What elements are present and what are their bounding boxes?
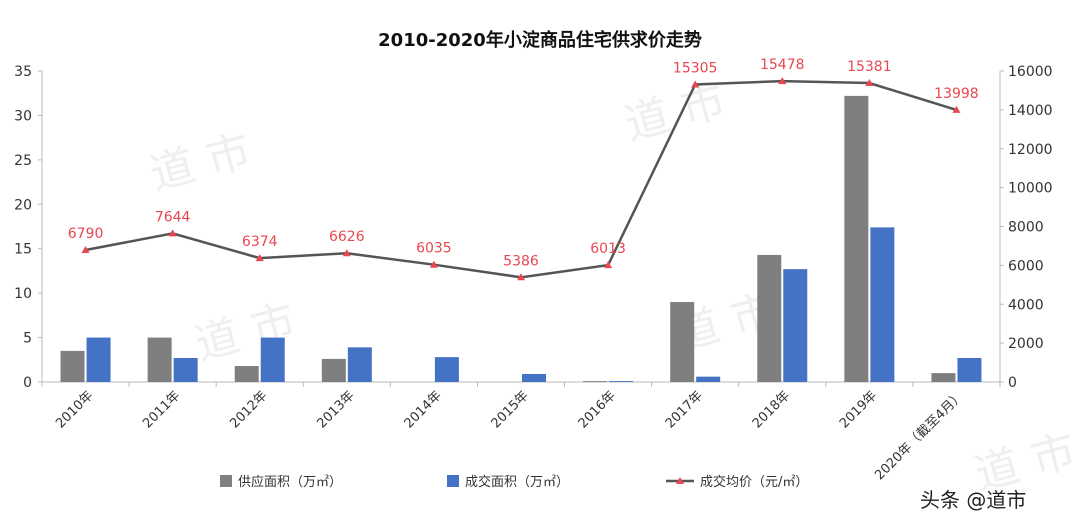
right-tick-label: 12000: [1008, 142, 1053, 158]
right-tick-label: 14000: [1008, 103, 1053, 119]
price-marker: [691, 80, 700, 88]
supply-bar: [931, 373, 956, 382]
right-tick-label: 2000: [1008, 336, 1044, 352]
left-tick-label: 0: [23, 375, 32, 391]
left-tick-label: 35: [14, 64, 32, 80]
transaction-bar: [957, 358, 982, 382]
watermark: 道 市: [145, 125, 257, 201]
legend-swatch: [220, 475, 232, 487]
legend-marker: [676, 477, 684, 484]
x-tick-label: 2013年: [314, 388, 357, 431]
price-marker: [517, 273, 525, 281]
supply-bar: [147, 337, 172, 382]
transaction-bar: [173, 358, 198, 382]
legend-swatch: [447, 475, 459, 487]
price-data-label: 6035: [416, 241, 452, 257]
right-tick-label: 4000: [1008, 297, 1044, 313]
supply-bar: [60, 350, 85, 382]
price-marker: [778, 77, 787, 85]
transaction-bar: [609, 381, 634, 382]
left-tick-label: 15: [14, 242, 32, 258]
credit-text: 头条 @道市: [920, 488, 1026, 512]
price-data-label: 5386: [503, 253, 539, 269]
price-marker: [429, 260, 438, 268]
right-tick-label: 16000: [1008, 64, 1053, 80]
legend-label: 供应面积（万㎡）: [238, 474, 342, 490]
supply-bar: [844, 95, 869, 382]
x-tick-label: 2016年: [576, 388, 619, 431]
transaction-bar: [86, 337, 111, 382]
transaction-bar: [434, 357, 459, 382]
transaction-bar: [522, 374, 546, 382]
supply-bar: [583, 381, 608, 382]
right-tick-label: 6000: [1008, 258, 1044, 274]
price-marker: [255, 254, 264, 262]
x-tick-label: 2019年: [837, 388, 880, 431]
price-data-label: 13998: [934, 86, 979, 102]
right-tick-label: 0: [1008, 375, 1017, 391]
price-data-label: 15381: [847, 59, 892, 75]
price-marker: [168, 229, 177, 237]
transaction-bar: [347, 347, 372, 382]
transaction-bar: [260, 337, 285, 382]
x-tick-label: 2011年: [140, 388, 183, 431]
price-data-label: 15478: [760, 57, 805, 73]
x-tick-label: 2017年: [663, 388, 706, 431]
price-data-label: 6790: [68, 226, 104, 242]
chart-title: 2010-2020年小淀商品住宅供求价走势: [378, 29, 702, 51]
price-data-label: 6626: [329, 229, 365, 245]
right-tick-label: 8000: [1008, 220, 1044, 236]
price-marker: [952, 105, 961, 113]
x-tick-label: 2010年: [53, 388, 96, 431]
price-marker: [342, 249, 351, 257]
left-tick-label: 5: [23, 331, 32, 347]
legend-label: 成交面积（万㎡）: [465, 474, 569, 490]
transaction-bar: [696, 376, 721, 382]
supply-bar: [670, 302, 695, 382]
price-data-label: 6374: [242, 234, 278, 250]
left-tick-label: 20: [14, 197, 32, 213]
watermark: 道 市: [620, 75, 732, 151]
x-tick-label: 2018年: [750, 388, 793, 431]
left-tick-label: 10: [14, 286, 32, 302]
supply-bar: [234, 366, 259, 382]
supply-bar: [321, 358, 346, 382]
x-tick-label: 2014年: [402, 388, 445, 431]
left-tick-label: 25: [14, 153, 32, 169]
x-tick-label: 2015年: [489, 388, 532, 431]
price-marker: [865, 79, 874, 87]
price-marker: [81, 246, 90, 254]
supply-bar: [757, 254, 782, 382]
x-tick-label: 2020年（截至4月）: [872, 388, 967, 483]
price-data-label: 15305: [673, 61, 718, 77]
right-tick-label: 10000: [1008, 181, 1053, 197]
x-tick-label: 2012年: [227, 388, 270, 431]
left-tick-label: 30: [14, 108, 32, 124]
legend-label: 成交均价（元/㎡）: [700, 474, 808, 490]
price-marker: [604, 261, 613, 269]
price-data-label: 7644: [155, 209, 191, 225]
transaction-bar: [783, 269, 808, 382]
price-data-label: 6013: [590, 241, 626, 257]
transaction-bar: [870, 227, 895, 382]
